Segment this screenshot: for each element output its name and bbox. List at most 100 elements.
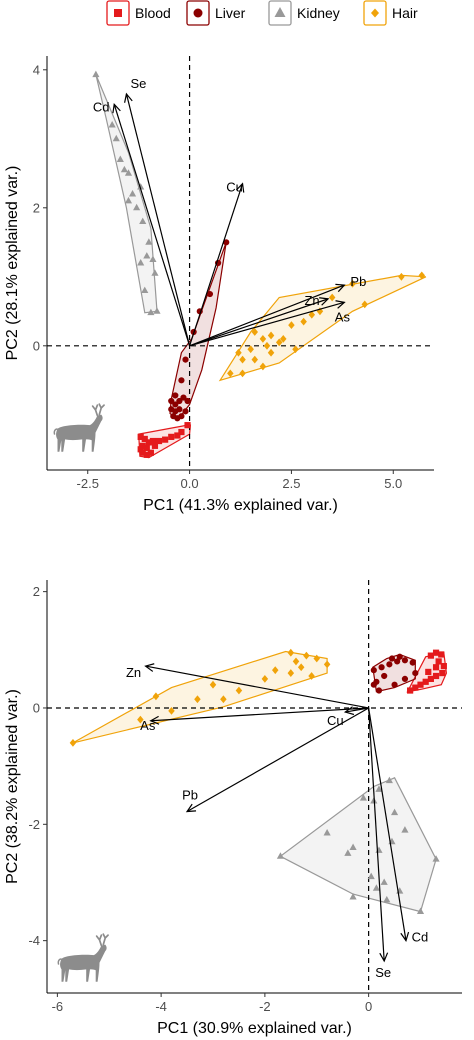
point-kidney [367,872,375,880]
point-hair [297,663,305,672]
point-kidney [432,855,440,862]
point-hair [300,317,307,326]
x-tick-label: -2 [259,999,271,1014]
arrowhead-cu [343,706,355,716]
y-tick-label: 2 [33,584,40,599]
vector-label-pb: Pb [350,274,366,289]
loading-vector-pb [189,284,345,347]
loading-vector-cu [189,183,244,346]
point-blood [422,678,429,685]
x-tick-label: 0.0 [181,476,199,491]
point-blood [155,437,163,445]
point-hair [261,674,269,683]
point-blood [178,428,185,436]
point-kidney [92,70,100,78]
point-liver [412,669,419,677]
point-hair [303,651,310,660]
legend-marker-diamond [371,8,379,18]
point-hair [361,300,368,309]
point-blood [143,444,150,452]
point-hair [287,669,295,677]
point-kidney [139,217,147,225]
x-axis-title: PC1 (41.3% explained var.) [143,497,338,514]
point-liver [401,675,409,682]
point-blood [141,435,148,443]
point-kidney [128,189,137,197]
loading-vector-se [368,707,385,962]
point-blood [438,651,445,658]
loading-vector-as [150,707,369,722]
point-kidney [108,120,116,128]
point-hair [271,666,279,675]
point-hair [308,310,316,319]
point-hair [267,331,275,340]
point-kidney [380,878,388,885]
point-liver [394,658,401,665]
point-liver [184,397,191,405]
point-hair [328,293,336,302]
point-hair [209,680,217,689]
point-hair [418,271,426,280]
point-liver [370,681,377,688]
y-tick-label: -4 [28,933,40,948]
legend: Blood Liver Kidney Hair [106,0,418,26]
point-hair [247,345,254,354]
y-tick-label: 0 [33,338,40,353]
point-kidney [276,852,285,859]
point-blood [168,433,175,440]
point-kidney [153,307,161,314]
arrowhead-cu [235,182,245,193]
deer-icon [53,403,105,452]
vector-label-pb: Pb [182,788,198,803]
arrowhead-pb [335,283,346,293]
vector-label-cd: Cd [93,99,110,114]
point-blood [407,687,414,694]
point-hair [259,362,267,371]
legend-marker-square [114,9,122,17]
point-blood [427,652,434,659]
point-hair [235,686,243,695]
point-hair [235,348,242,357]
vector-label-se: Se [130,76,146,91]
point-hair [292,345,299,354]
vector-label-zn: Zn [126,665,141,680]
arrowhead-se [124,92,133,103]
point-hair [259,334,267,343]
point-kidney [385,776,393,784]
legend-label: Blood [135,5,171,21]
point-hair [194,695,201,704]
point-liver [172,401,179,408]
point-blood [174,432,181,439]
deer-icon [57,933,109,982]
point-hair [220,695,227,704]
x-tick-label: 2.5 [282,476,300,491]
point-blood [440,662,447,670]
point-liver [381,672,388,680]
legend-label: Liver [215,5,246,21]
point-hair [251,328,259,336]
point-kidney [359,794,368,801]
point-kidney [137,258,145,266]
point-kidney [349,843,357,851]
vector-label-cu: Cu [226,180,243,195]
arrowhead-cd [112,102,121,114]
point-kidney [120,165,128,173]
loading-vector-se [125,93,191,346]
point-hair [239,369,246,378]
point-kidney [112,134,120,142]
point-liver [370,667,377,674]
point-kidney [416,907,425,915]
point-blood [417,681,424,688]
point-kidney [401,826,409,833]
point-hair [288,321,295,330]
point-liver [182,356,189,363]
point-hair [323,660,331,669]
point-blood [137,446,144,453]
point-blood [147,449,154,456]
hull-liver [169,242,227,422]
y-axis-title: PC2 (28.1% explained var.) [4,166,21,361]
point-hair [398,272,405,281]
legend-label: Kidney [297,5,340,21]
x-tick-label: -6 [52,999,64,1014]
